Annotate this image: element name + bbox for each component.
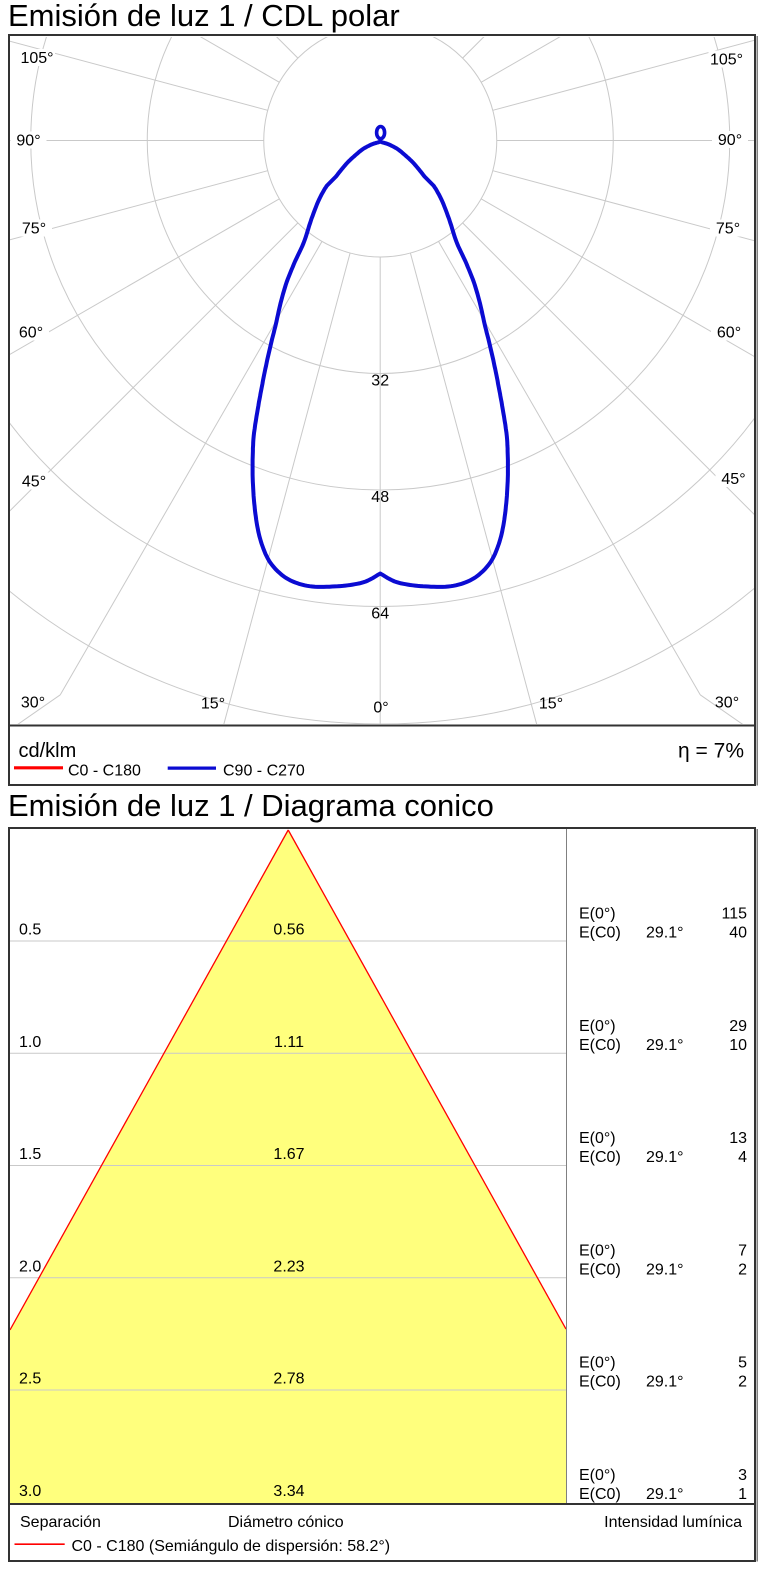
svg-text:15°: 15° — [201, 696, 225, 713]
svg-text:η = 7%: η = 7% — [678, 740, 744, 763]
svg-text:15°: 15° — [539, 696, 563, 713]
svg-text:115: 115 — [721, 906, 747, 923]
svg-text:E(0°): E(0°) — [579, 1018, 616, 1035]
svg-text:105°: 105° — [710, 52, 743, 69]
svg-text:1.0: 1.0 — [19, 1034, 41, 1051]
svg-text:29.1°: 29.1° — [646, 1262, 684, 1279]
svg-text:E(C0): E(C0) — [579, 925, 621, 942]
svg-text:2.0: 2.0 — [19, 1259, 41, 1276]
svg-text:29.1°: 29.1° — [646, 1149, 684, 1166]
svg-text:1.67: 1.67 — [273, 1146, 304, 1163]
svg-text:E(0°): E(0°) — [579, 1467, 616, 1484]
svg-text:Emisión de luz 1 / CDL polar: Emisión de luz 1 / CDL polar — [8, 0, 400, 33]
svg-text:2: 2 — [738, 1262, 747, 1279]
svg-text:2.23: 2.23 — [273, 1259, 304, 1276]
svg-text:1.11: 1.11 — [274, 1034, 304, 1051]
svg-text:2: 2 — [738, 1374, 747, 1391]
svg-text:E(C0): E(C0) — [579, 1262, 621, 1279]
svg-text:10: 10 — [729, 1037, 747, 1054]
svg-text:E(0°): E(0°) — [579, 1355, 616, 1372]
svg-text:3: 3 — [738, 1467, 747, 1484]
svg-text:29.1°: 29.1° — [646, 1486, 684, 1503]
svg-text:E(C0): E(C0) — [579, 1374, 621, 1391]
svg-text:64: 64 — [371, 606, 389, 623]
svg-text:48: 48 — [371, 489, 389, 506]
svg-text:Separación: Separación — [20, 1514, 101, 1531]
svg-text:105°: 105° — [20, 50, 53, 67]
svg-text:E(C0): E(C0) — [579, 1149, 621, 1166]
svg-text:29: 29 — [729, 1018, 747, 1035]
svg-text:30°: 30° — [715, 695, 739, 712]
svg-text:E(C0): E(C0) — [579, 1037, 621, 1054]
svg-text:1.5: 1.5 — [19, 1146, 41, 1163]
svg-text:90°: 90° — [16, 133, 40, 150]
svg-text:13: 13 — [729, 1130, 747, 1147]
svg-text:3.0: 3.0 — [19, 1483, 41, 1500]
svg-text:E(0°): E(0°) — [579, 906, 616, 923]
svg-text:29.1°: 29.1° — [646, 925, 684, 942]
svg-text:30°: 30° — [21, 695, 45, 712]
svg-text:2.5: 2.5 — [19, 1371, 41, 1388]
svg-text:C90 - C270: C90 - C270 — [223, 762, 305, 779]
svg-text:45°: 45° — [22, 474, 46, 491]
svg-text:5: 5 — [738, 1355, 747, 1372]
svg-text:75°: 75° — [22, 221, 46, 238]
svg-text:Emisión de luz 1 / Diagrama co: Emisión de luz 1 / Diagrama conico — [8, 788, 494, 823]
svg-text:0.5: 0.5 — [19, 922, 41, 939]
svg-text:32: 32 — [371, 373, 389, 390]
svg-text:7: 7 — [738, 1242, 747, 1259]
svg-text:40: 40 — [729, 925, 747, 942]
svg-text:75°: 75° — [716, 221, 740, 238]
svg-text:60°: 60° — [717, 325, 741, 342]
svg-text:2.78: 2.78 — [273, 1371, 304, 1388]
svg-text:Intensidad lumínica: Intensidad lumínica — [604, 1514, 742, 1531]
svg-text:C0 - C180: C0 - C180 — [68, 762, 141, 779]
svg-text:C0 - C180 (Semiángulo de dispe: C0 - C180 (Semiángulo de dispersión: 58.… — [72, 1538, 391, 1555]
svg-text:0°: 0° — [373, 700, 388, 717]
svg-text:29.1°: 29.1° — [646, 1374, 684, 1391]
svg-text:3.34: 3.34 — [273, 1483, 304, 1500]
svg-text:29.1°: 29.1° — [646, 1037, 684, 1054]
svg-text:45°: 45° — [721, 471, 745, 488]
svg-text:Diámetro cónico: Diámetro cónico — [228, 1514, 344, 1531]
svg-text:60°: 60° — [19, 325, 43, 342]
svg-text:1: 1 — [738, 1486, 747, 1503]
svg-text:cd/klm: cd/klm — [19, 740, 77, 762]
svg-text:E(0°): E(0°) — [579, 1242, 616, 1259]
svg-text:90°: 90° — [718, 132, 742, 149]
svg-text:4: 4 — [738, 1149, 747, 1166]
svg-text:E(0°): E(0°) — [579, 1130, 616, 1147]
svg-text:E(C0): E(C0) — [579, 1486, 621, 1503]
svg-text:0.56: 0.56 — [273, 922, 304, 939]
